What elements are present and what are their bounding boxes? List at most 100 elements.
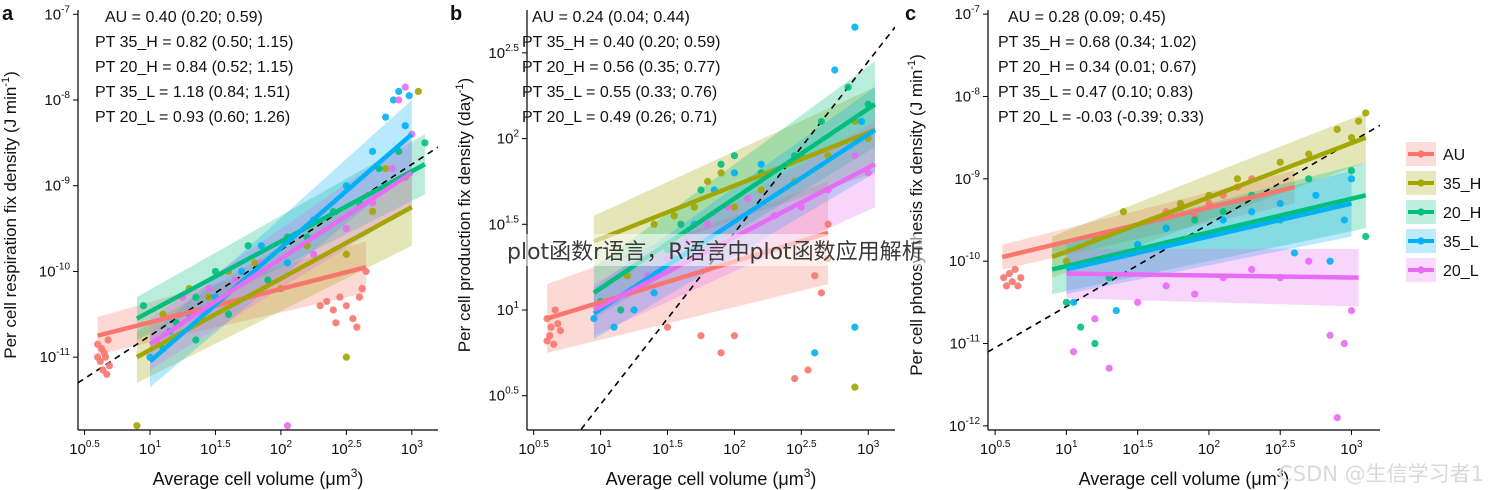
data-point-35_L xyxy=(1112,306,1120,315)
data-point-AU xyxy=(316,302,324,310)
data-point-35_H xyxy=(650,220,658,228)
y-axis-label: Per cell photosynthesis fix density (J m… xyxy=(906,54,926,376)
data-point-20_H xyxy=(244,242,252,250)
stat-annotation: PT 35_L = 0.47 (0.10; 0.83) xyxy=(998,84,1193,101)
data-point-20_L xyxy=(851,152,859,160)
y-tick-label: 10-7 xyxy=(44,4,70,23)
legend-label: 20_H xyxy=(1443,205,1481,222)
plot-area xyxy=(988,109,1380,422)
data-point-20_L xyxy=(1134,298,1142,306)
data-point-35_L xyxy=(1219,216,1227,224)
data-point-20_H xyxy=(1091,339,1099,348)
data-point-35_L xyxy=(382,113,390,121)
data-point-AU xyxy=(817,289,826,297)
x-tick-label: 103 xyxy=(1340,439,1363,458)
data-point-35_H xyxy=(342,250,350,258)
legend-label: AU xyxy=(1443,147,1465,164)
y-tick-label: 10-8 xyxy=(44,90,70,109)
data-point-35_L xyxy=(630,306,638,314)
data-point-35_L xyxy=(1069,298,1078,306)
data-point-AU xyxy=(730,332,739,340)
y-tick-label: 10-11 xyxy=(950,334,981,353)
data-point-35_L xyxy=(857,117,866,126)
x-tick-label: 101.5 xyxy=(652,439,683,458)
data-point-20_L xyxy=(744,194,752,203)
data-point-35_L xyxy=(650,289,658,297)
y-tick-label: 100.5 xyxy=(488,386,519,405)
y-tick-label: 101 xyxy=(497,300,520,319)
data-point-20_H xyxy=(192,336,200,344)
data-point-20_L xyxy=(1333,414,1341,422)
legend-key-point xyxy=(1417,150,1425,158)
data-point-20_L xyxy=(231,276,239,284)
data-point-AU xyxy=(329,306,337,314)
data-point-35_L xyxy=(1312,191,1320,199)
data-point-AU xyxy=(811,272,819,280)
data-point-20_H xyxy=(1362,232,1370,241)
fit-line-AU xyxy=(97,264,367,338)
data-point-35_H xyxy=(368,207,377,216)
x-tick-label: 101.5 xyxy=(200,439,231,458)
y-tick-label: 10-9 xyxy=(954,169,980,188)
stat-annotation: PT 35_L = 1.18 (0.84; 1.51) xyxy=(95,84,290,101)
data-point-35_H xyxy=(730,203,739,211)
x-tick-label: 100.5 xyxy=(518,439,549,458)
data-point-35_L xyxy=(368,147,377,156)
y-tick-label: 10-12 xyxy=(949,416,981,435)
data-point-35_H xyxy=(1305,150,1313,158)
fit-line-35_L xyxy=(592,128,877,316)
data-point-35_H xyxy=(690,203,698,211)
legend: AU 35_H 20_H 35_L 20_L xyxy=(1406,142,1481,282)
y-tick-label: 102.5 xyxy=(488,43,519,62)
reference-line xyxy=(988,124,1380,353)
fit-line-35_L xyxy=(1065,201,1352,272)
data-point-20_L xyxy=(395,96,403,104)
data-point-20_L xyxy=(401,83,409,91)
data-point-20_H xyxy=(192,293,200,301)
data-point-AU xyxy=(554,320,562,328)
legend-label: 35_L xyxy=(1443,234,1479,251)
x-tick-label: 102.5 xyxy=(1265,439,1296,458)
data-point-35_L xyxy=(757,160,765,168)
x-tick-label: 102 xyxy=(723,439,746,458)
data-point-20_H xyxy=(421,139,429,147)
panel-label: a xyxy=(2,3,14,25)
data-point-35_H xyxy=(1347,134,1356,142)
data-point-20_H xyxy=(677,220,685,228)
data-point-35_L xyxy=(238,267,246,276)
x-tick-label: 100.5 xyxy=(980,439,1011,458)
fit-line-20_H xyxy=(1051,193,1367,272)
data-point-20_L xyxy=(1191,290,1199,298)
source-credit: CSDN @生信学习者1 xyxy=(1278,462,1484,486)
stat-annotation: PT 35_L = 0.55 (0.33; 0.76) xyxy=(522,84,717,101)
data-point-20_H xyxy=(1305,175,1313,183)
data-point-35_L xyxy=(395,87,403,96)
x-tick-label: 102 xyxy=(270,439,293,458)
ci-ribbon-20_H xyxy=(1052,162,1366,295)
data-point-35_L xyxy=(1248,208,1256,216)
y-tick-label: 10-10 xyxy=(949,251,981,270)
x-axis-label: Average cell volume (μm3) xyxy=(1079,466,1290,489)
data-point-20_H xyxy=(1191,216,1199,224)
stat-annotation: PT 20_H = 0.84 (0.52; 1.15) xyxy=(95,59,294,76)
stat-annotation: PT 35_H = 0.82 (0.50; 1.15) xyxy=(95,34,294,51)
data-point-AU xyxy=(1017,274,1025,282)
data-point-35_H xyxy=(382,164,390,173)
y-tick-label: 102 xyxy=(497,129,520,148)
stat-annotation: PT 20_H = 0.34 (0.01; 0.67) xyxy=(998,59,1197,76)
x-tick-label: 101.5 xyxy=(1122,439,1153,458)
x-tick-label: 102.5 xyxy=(331,439,362,458)
data-point-AU xyxy=(717,349,725,357)
data-point-35_H xyxy=(133,422,141,430)
data-point-AU xyxy=(101,353,110,361)
data-point-AU xyxy=(1008,278,1016,286)
stat-annotation: PT 20_H = 0.56 (0.35; 0.77) xyxy=(522,59,721,76)
data-point-35_L xyxy=(831,66,839,74)
y-tick-label: 10-9 xyxy=(44,176,70,195)
data-point-35_L xyxy=(1326,257,1334,265)
data-point-35_L xyxy=(811,349,819,357)
watermark-banner: plot函数r语言，R语言中plot函数应用解析 xyxy=(505,234,926,266)
data-point-35_H xyxy=(1233,175,1242,183)
data-point-35_L xyxy=(1276,199,1284,208)
